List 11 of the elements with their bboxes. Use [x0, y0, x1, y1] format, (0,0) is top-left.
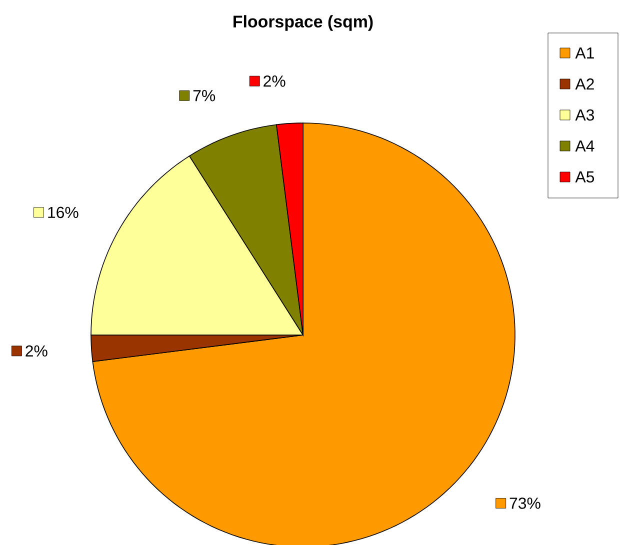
data-label: 16% — [48, 206, 78, 218]
data-label: 7% — [193, 90, 216, 102]
legend-label: A4 — [575, 140, 594, 152]
legend-label: A2 — [575, 78, 594, 90]
data-label: 73% — [510, 498, 540, 509]
legend-label: A1 — [575, 48, 594, 58]
data-label: 2% — [26, 345, 48, 357]
data-label: 2% — [264, 75, 286, 87]
chart-title: Floorspace (sqm) — [234, 15, 373, 31]
legend-label: A3 — [575, 109, 594, 121]
legend-label: A5 — [575, 171, 594, 183]
